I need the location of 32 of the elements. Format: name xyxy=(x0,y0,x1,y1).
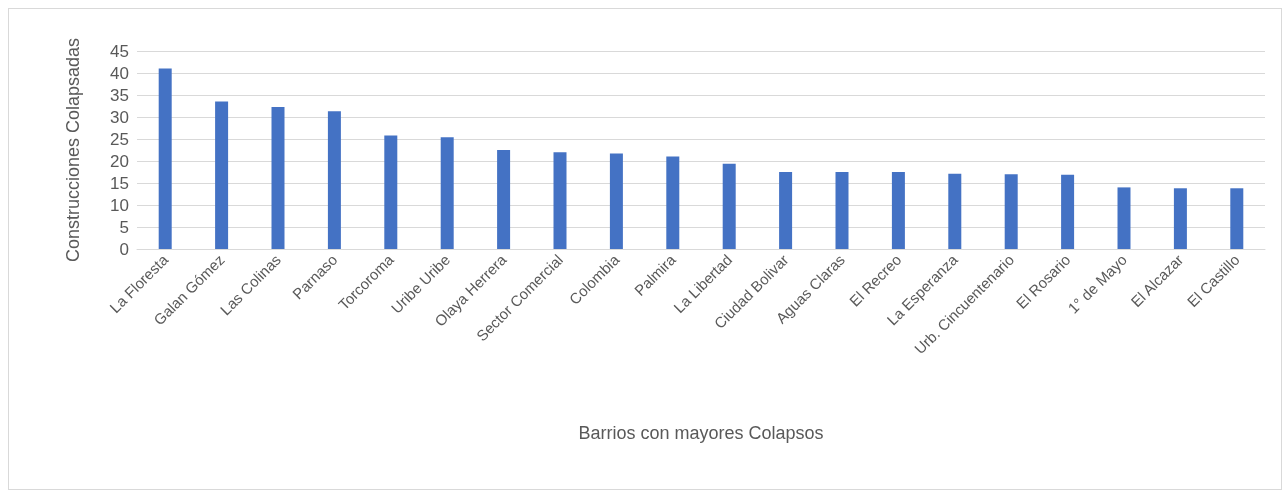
y-tick-label: 15 xyxy=(110,173,129,193)
x-axis-title: Barrios con mayores Colapsos xyxy=(578,423,824,443)
bar xyxy=(1004,174,1018,249)
bar xyxy=(1061,174,1075,249)
bar xyxy=(779,172,793,249)
y-tick-label: 20 xyxy=(110,151,129,171)
y-tick-label: 40 xyxy=(110,63,129,83)
bar xyxy=(271,106,285,249)
bar xyxy=(835,172,849,249)
bar xyxy=(440,137,454,249)
bar xyxy=(327,111,341,249)
bar xyxy=(215,101,229,249)
y-tick-label: 45 xyxy=(110,41,129,61)
y-tick-label: 35 xyxy=(110,85,129,105)
bar xyxy=(1173,188,1187,249)
y-axis-title: Construcciones Colapsadas xyxy=(63,37,83,263)
y-tick-label: 10 xyxy=(110,195,129,215)
bar xyxy=(553,152,567,249)
bar xyxy=(1117,187,1131,249)
y-tick-label: 5 xyxy=(119,217,129,237)
bar xyxy=(1230,188,1244,249)
bar xyxy=(891,172,905,249)
bar xyxy=(948,173,962,249)
bar xyxy=(722,163,736,249)
bar xyxy=(384,135,398,249)
bar xyxy=(158,68,172,249)
y-tick-label: 25 xyxy=(110,129,129,149)
bar xyxy=(666,156,680,249)
bar xyxy=(609,153,623,249)
y-tick-label: 0 xyxy=(119,239,129,259)
bar xyxy=(497,150,511,249)
y-tick-label: 30 xyxy=(110,107,129,127)
